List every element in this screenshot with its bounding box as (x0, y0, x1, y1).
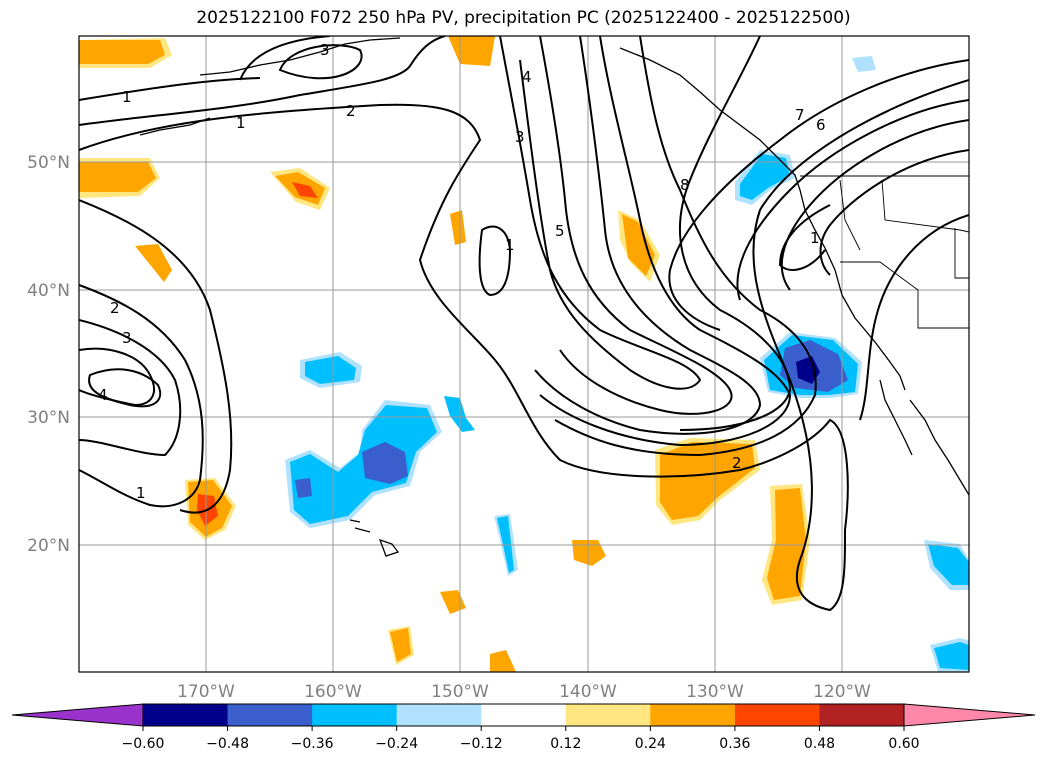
colorbar-segment (650, 704, 736, 726)
colorbar-extend-max (903, 703, 1036, 727)
colorbar-segment (565, 704, 651, 726)
contour-label: 5 (555, 222, 565, 240)
colorbar-segment (143, 704, 229, 726)
contour-label: 1 (122, 88, 132, 106)
contour-label: 1 (810, 229, 820, 247)
colorbar-tick-label: 0.12 (550, 736, 581, 752)
colorbar-frame (142, 703, 905, 727)
political-borders (800, 175, 969, 329)
colorbar-segment (312, 704, 398, 726)
latitude-labels: 50°N 40°N 30°N 20°N (27, 153, 70, 556)
colorbar-tick-label: 0.48 (804, 736, 835, 752)
precip-positive-shading (79, 36, 810, 672)
lon-label: 160°W (304, 682, 362, 702)
lat-label: 50°N (27, 153, 70, 173)
contour-label: 1 (505, 236, 515, 254)
map-title: 2025122100 F072 250 hPa PV, precipitatio… (196, 8, 851, 28)
contour-label: 8 (680, 176, 690, 194)
contour-label: 2 (110, 299, 120, 317)
map-frame (78, 35, 970, 673)
lat-label: 30°N (27, 408, 70, 428)
lon-label: 140°W (559, 682, 617, 702)
colorbar-tick-label: 0.36 (719, 736, 750, 752)
contour-label: 4 (98, 386, 108, 404)
contour-label: 3 (515, 128, 525, 146)
colorbar-tick-label: 0.60 (888, 736, 919, 752)
colorbar: −0.60 −0.48 −0.36 −0.24 −0.12 0.12 0.24 0.36 0.4… (11, 703, 1036, 752)
coastlines (139, 37, 969, 557)
colorbar-tick-label: −0.12 (460, 736, 503, 752)
precip-negative-shading (285, 56, 969, 672)
colorbar-segment (481, 704, 567, 726)
contour-label: 1 (136, 484, 146, 502)
colorbar-tick-label: −0.24 (375, 736, 418, 752)
map-content: 1 2 3 4 5 6 7 8 1 1 2 3 4 1 2 3 1 (79, 36, 969, 672)
gridlines (79, 36, 969, 672)
colorbar-segment (227, 704, 313, 726)
colorbar-tick-label: −0.48 (206, 736, 249, 752)
contour-label: 7 (795, 106, 805, 124)
lon-label: 130°W (686, 682, 744, 702)
colorbar-tick-label: −0.36 (291, 736, 334, 752)
colorbar-segment (734, 704, 820, 726)
contour-label: 1 (236, 114, 246, 132)
contour-label: 2 (346, 102, 356, 120)
colorbar-tick-label: −0.60 (122, 736, 165, 752)
contour-labels: 1 2 3 4 5 6 7 8 1 1 2 3 4 1 2 3 1 (98, 41, 826, 502)
lat-label: 20°N (27, 536, 70, 556)
colorbar-segment (396, 704, 482, 726)
contour-label: 2 (732, 454, 742, 472)
colorbar-segment (819, 704, 905, 726)
colorbar-extend-min (11, 703, 144, 727)
lat-label: 40°N (27, 281, 70, 301)
contour-label: 4 (522, 68, 532, 86)
colorbar-tick-label: 0.24 (635, 736, 666, 752)
contour-label: 6 (816, 116, 826, 134)
contour-label: 3 (320, 41, 330, 59)
lon-label: 170°W (177, 682, 235, 702)
longitude-labels: 170°W 160°W 150°W 140°W 130°W 120°W (177, 682, 871, 702)
contour-label: 3 (122, 329, 132, 347)
lon-label: 150°W (431, 682, 489, 702)
lon-label: 120°W (813, 682, 871, 702)
